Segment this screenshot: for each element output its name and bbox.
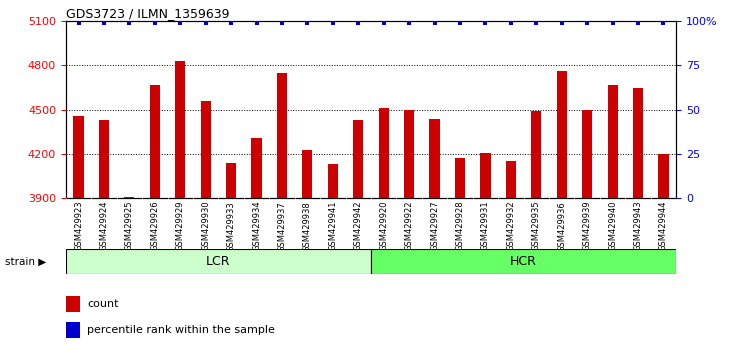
- Bar: [99, 120, 109, 198]
- Text: percentile rank within the sample: percentile rank within the sample: [87, 325, 275, 335]
- Point: [98, 20, 110, 26]
- Bar: [150, 85, 160, 198]
- Text: GSM429929: GSM429929: [175, 201, 185, 251]
- FancyBboxPatch shape: [371, 249, 676, 274]
- Text: GSM429938: GSM429938: [303, 201, 312, 252]
- Bar: [430, 119, 439, 198]
- Point: [352, 20, 364, 26]
- Text: GSM429944: GSM429944: [659, 201, 668, 251]
- Text: GSM429940: GSM429940: [608, 201, 617, 251]
- Bar: [66, 296, 80, 312]
- Text: GSM429928: GSM429928: [455, 201, 464, 251]
- Point: [200, 20, 211, 26]
- Point: [327, 20, 338, 26]
- Bar: [175, 61, 186, 198]
- Point: [225, 20, 237, 26]
- Text: GSM429939: GSM429939: [583, 201, 591, 251]
- Bar: [66, 322, 80, 338]
- Bar: [353, 120, 363, 198]
- Text: GSM429941: GSM429941: [328, 201, 337, 251]
- Point: [251, 20, 262, 26]
- Bar: [327, 164, 338, 198]
- Bar: [277, 73, 287, 198]
- Bar: [303, 149, 312, 198]
- Point: [149, 20, 161, 26]
- Point: [531, 20, 542, 26]
- Text: strain ▶: strain ▶: [5, 257, 47, 267]
- Point: [302, 20, 314, 26]
- Bar: [226, 163, 236, 198]
- Bar: [404, 110, 414, 198]
- Bar: [633, 87, 643, 198]
- Point: [378, 20, 390, 26]
- Point: [658, 20, 670, 26]
- Text: GSM429924: GSM429924: [99, 201, 108, 251]
- FancyBboxPatch shape: [66, 249, 371, 274]
- Point: [505, 20, 517, 26]
- Point: [480, 20, 491, 26]
- Text: GSM429932: GSM429932: [507, 201, 515, 251]
- Text: GSM429937: GSM429937: [278, 201, 287, 252]
- Text: GSM429934: GSM429934: [252, 201, 261, 251]
- Text: GSM429920: GSM429920: [379, 201, 388, 251]
- Point: [454, 20, 466, 26]
- Text: GDS3723 / ILMN_1359639: GDS3723 / ILMN_1359639: [66, 7, 230, 20]
- Text: GSM429927: GSM429927: [430, 201, 439, 251]
- Text: count: count: [87, 299, 118, 309]
- Text: GSM429931: GSM429931: [481, 201, 490, 251]
- Text: GSM429925: GSM429925: [125, 201, 134, 251]
- Point: [428, 20, 440, 26]
- Text: GSM429926: GSM429926: [151, 201, 159, 251]
- Text: HCR: HCR: [510, 255, 537, 268]
- Point: [632, 20, 644, 26]
- Text: GSM429935: GSM429935: [531, 201, 541, 251]
- Text: LCR: LCR: [206, 255, 231, 268]
- Bar: [506, 161, 516, 198]
- Point: [124, 20, 135, 26]
- Point: [276, 20, 288, 26]
- Text: GSM429930: GSM429930: [201, 201, 211, 251]
- Bar: [73, 116, 83, 198]
- Bar: [455, 158, 465, 198]
- Text: GSM429936: GSM429936: [557, 201, 567, 252]
- Point: [404, 20, 415, 26]
- Point: [72, 20, 84, 26]
- Bar: [124, 197, 135, 198]
- Bar: [251, 138, 262, 198]
- Bar: [659, 154, 669, 198]
- Bar: [582, 110, 592, 198]
- Point: [607, 20, 618, 26]
- Bar: [607, 85, 618, 198]
- Text: GSM429943: GSM429943: [634, 201, 643, 251]
- Text: GSM429942: GSM429942: [354, 201, 363, 251]
- Bar: [200, 101, 211, 198]
- Bar: [531, 111, 542, 198]
- Point: [556, 20, 567, 26]
- Point: [175, 20, 186, 26]
- Point: [581, 20, 593, 26]
- Bar: [556, 72, 567, 198]
- Text: GSM429922: GSM429922: [405, 201, 414, 251]
- Text: GSM429923: GSM429923: [74, 201, 83, 251]
- Text: GSM429933: GSM429933: [227, 201, 235, 252]
- Bar: [480, 153, 491, 198]
- Bar: [379, 108, 389, 198]
